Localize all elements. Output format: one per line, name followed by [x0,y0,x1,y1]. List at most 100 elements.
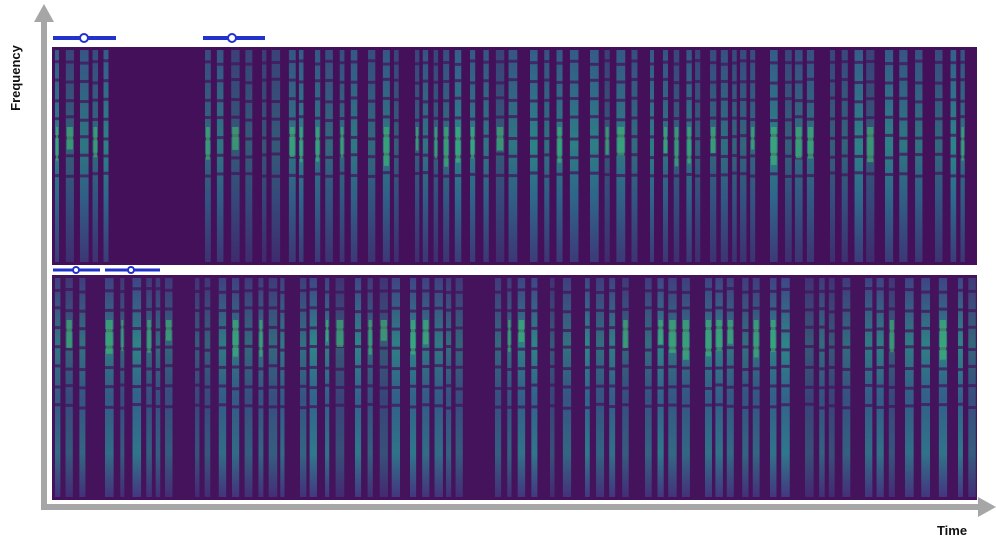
highlight [67,320,72,348]
harmonic [79,346,85,349]
harmonic [299,80,304,83]
harmonic [663,175,668,178]
harmonic [657,404,663,407]
harmonic [368,137,375,140]
harmonic [231,172,239,175]
harmonic [455,116,461,119]
harmonic [422,385,429,388]
harmonic [104,172,109,175]
harmonic [368,365,373,368]
harmonic [351,81,358,84]
harmonic [740,80,746,83]
harmonic [105,366,114,369]
harmonic [530,118,538,121]
harmonic [721,173,728,176]
harmonic [195,309,199,312]
harmonic [605,59,610,62]
harmonic [935,172,942,175]
harmonic [435,307,443,310]
harmonic [280,349,284,352]
harmonic [622,403,629,406]
harmonic [66,175,74,178]
highlight [623,320,628,348]
marker-dot [228,34,236,42]
harmonic [609,310,615,313]
highlight [106,320,113,354]
harmonic [495,348,501,351]
harmonic [325,60,333,63]
harmonic [325,156,333,159]
harmonic [544,153,549,156]
harmonic [622,308,629,311]
harmonic [146,367,152,370]
harmonic [663,97,668,100]
harmonic [795,99,803,102]
highlight [940,320,946,360]
harmonic [842,78,848,81]
harmonic [66,154,74,157]
harmonic [435,328,443,331]
harmonic [262,99,266,102]
harmonic [518,348,525,351]
harmonic [557,97,563,100]
figure: Frequency Time [0,0,996,542]
harmonic [732,135,737,138]
harmonic [105,289,114,292]
highlight [771,320,775,352]
harmonic [325,79,333,82]
harmonic [272,100,280,103]
harmonic [645,366,652,369]
harmonic [596,347,604,350]
harmonic [415,153,419,156]
harmonic [829,404,835,407]
harmonic [245,404,253,407]
harmonic [939,308,947,311]
harmonic [563,329,571,332]
harmonic [55,403,60,406]
harmonic [104,59,109,62]
harmonic [258,367,263,370]
harmonic [325,119,333,122]
harmonic [732,154,737,157]
harmonic [921,327,930,330]
harmonic [705,367,712,370]
harmonic [310,405,317,408]
harmonic [781,329,790,332]
harmonic [289,79,296,82]
harmonic [750,154,755,157]
highlight [290,127,295,157]
harmonic [195,328,199,331]
harmonic [530,61,538,64]
harmonic [563,291,571,294]
harmonic [605,99,610,102]
highlight [456,127,460,163]
harmonic [219,326,226,329]
highlight [519,320,524,342]
harmonic [668,385,676,388]
harmonic [805,403,814,406]
harmonic [219,403,226,406]
harmonic [383,63,390,66]
harmonic [531,405,537,408]
harmonic [877,287,884,290]
harmonic [205,116,211,119]
harmonic [351,96,358,99]
harmonic [968,406,975,409]
harmonic [622,387,629,390]
harmonic [55,174,59,177]
harmonic [609,405,615,408]
harmonic [55,306,60,309]
harmonic [299,175,304,178]
harmonic [819,349,825,352]
harmonic [434,174,438,177]
harmonic [750,60,755,63]
harmonic [93,60,98,63]
harmonic [805,366,814,369]
harmonic [217,79,224,82]
harmonic [631,153,637,156]
harmonic [470,118,475,121]
harmonic [885,156,893,159]
harmonic [710,81,716,84]
harmonic [686,81,691,84]
harmonic [596,309,604,312]
